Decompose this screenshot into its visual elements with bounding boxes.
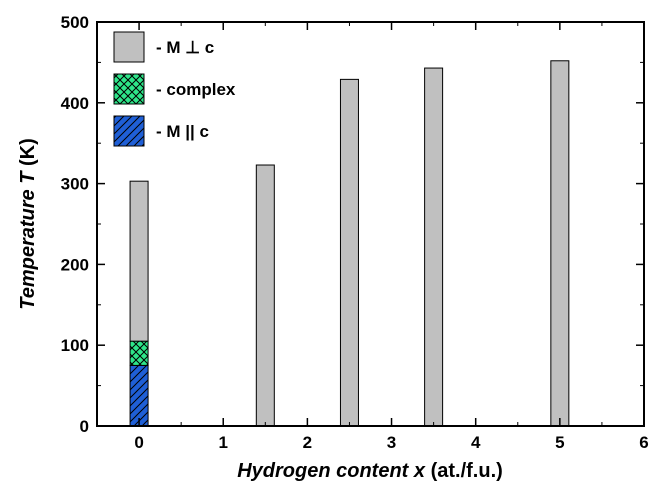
x-axis-title: Hydrogen content x (at./f.u.) — [237, 460, 503, 482]
legend-swatch-m-c — [113, 115, 145, 147]
x-tick-label-2: 2 — [303, 433, 312, 452]
y-axis-title-italic: Temperature T — [17, 170, 39, 310]
y-tick-label-400: 400 — [61, 94, 89, 113]
bars-group — [129, 60, 570, 427]
x-tick-label-6: 6 — [639, 433, 648, 452]
legend-label-m-c: - M ⊥ c — [156, 38, 214, 57]
axes-group: 0 1 2 3 4 5 6 0 100 200 300 400 500 — [61, 13, 649, 452]
x-axis-title-unit: (at./f.u.) — [425, 460, 503, 482]
bar-m-c-4 — [550, 60, 570, 427]
bar-m-c-2 — [339, 78, 359, 427]
y-tick-label-0: 0 — [80, 417, 89, 436]
legend-label-complex: - complex — [156, 80, 236, 99]
x-axis-title-italic: Hydrogen content x — [237, 460, 426, 482]
bar-m-c-3 — [424, 67, 444, 427]
bar-m-c-0 — [129, 364, 149, 427]
y-tick-label-300: 300 — [61, 175, 89, 194]
legend-swatch-m-c — [113, 31, 145, 63]
y-axis-title: Temperature T (K) — [17, 138, 39, 310]
bar-m-c-1 — [255, 164, 275, 427]
legend-swatch-complex — [113, 73, 145, 105]
legend: - M ⊥ c - complex - M || c — [113, 31, 236, 147]
y-tick-label-200: 200 — [61, 255, 89, 274]
bar-m-c-0 — [129, 180, 149, 342]
x-tick-label-3: 3 — [387, 433, 396, 452]
y-axis-title-unit: (K) — [17, 138, 39, 171]
y-tick-label-500: 500 — [61, 13, 89, 32]
x-tick-label-0: 0 — [134, 433, 143, 452]
x-tick-label-1: 1 — [218, 433, 227, 452]
bar-complex-0 — [129, 340, 149, 366]
legend-label-m-c: - M || c — [156, 122, 209, 141]
x-tick-label-5: 5 — [555, 433, 564, 452]
x-tick-label-4: 4 — [471, 433, 481, 452]
y-tick-label-100: 100 — [61, 336, 89, 355]
